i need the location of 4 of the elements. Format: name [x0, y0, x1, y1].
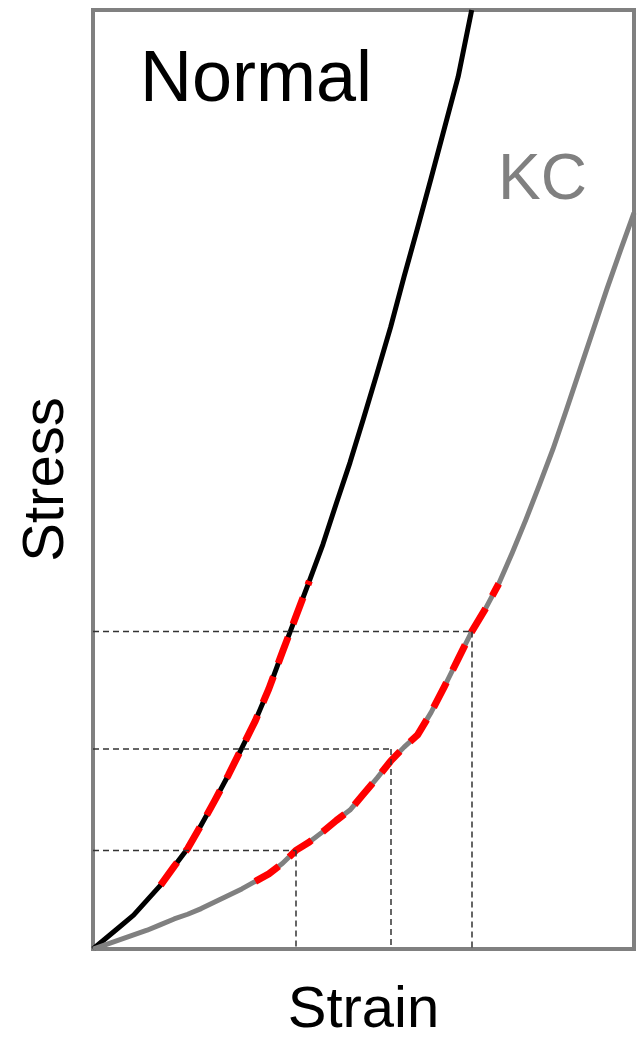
series-label: KC — [498, 141, 587, 213]
y-axis-title: Stress — [9, 397, 75, 562]
x-axis-title: Strain — [287, 973, 440, 1039]
series-label: Normal — [140, 36, 373, 116]
